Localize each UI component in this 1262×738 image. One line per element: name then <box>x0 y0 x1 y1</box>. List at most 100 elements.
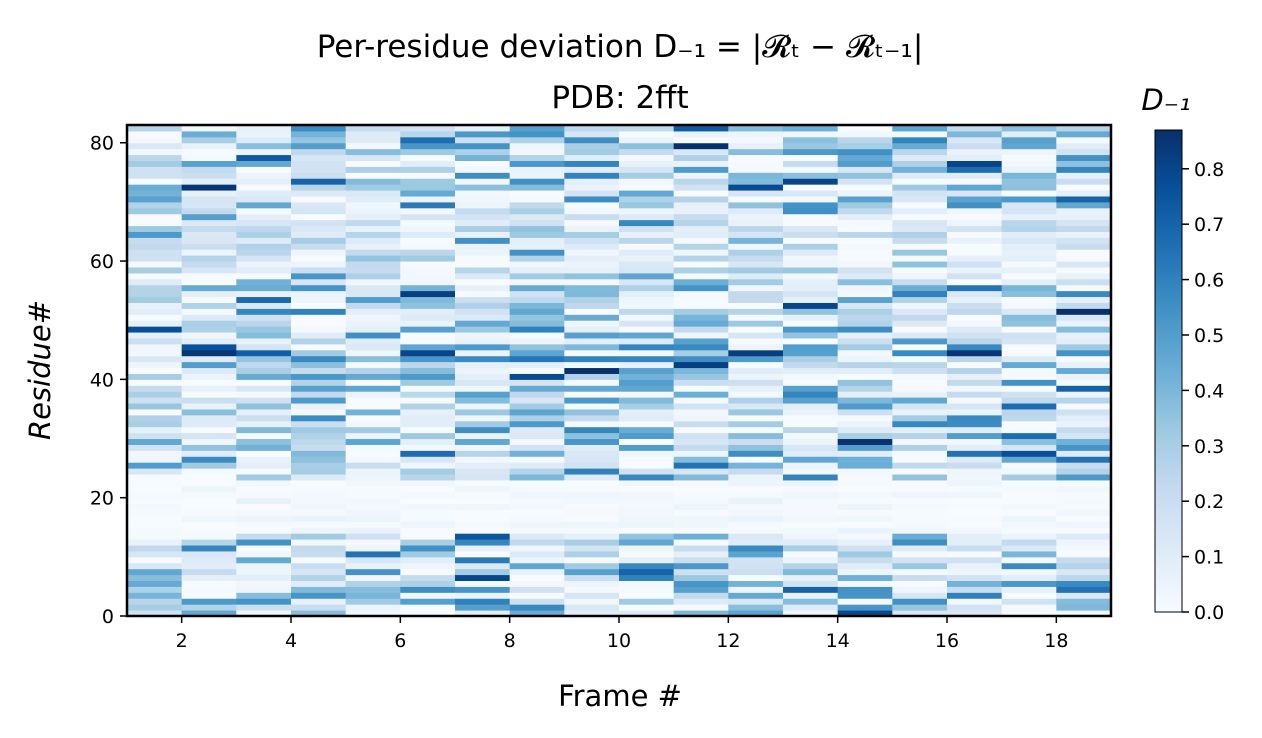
heatmap-cell <box>181 485 237 493</box>
y-tick-label: 80 <box>90 133 114 155</box>
heatmap-cell <box>564 562 620 570</box>
heatmap-cell <box>291 598 347 605</box>
heatmap-cell <box>783 184 839 191</box>
heatmap-cell <box>1056 195 1112 203</box>
heatmap-cell <box>783 586 839 593</box>
heatmap-cell <box>291 527 347 534</box>
heatmap-cell <box>564 438 620 445</box>
heatmap-cell <box>728 379 784 386</box>
heatmap-cell <box>564 332 620 339</box>
heatmap-cell <box>728 373 784 380</box>
heatmap-cell <box>783 219 839 227</box>
heatmap-cell <box>345 207 401 215</box>
heatmap-cell <box>564 545 620 552</box>
heatmap-cell <box>1001 255 1057 262</box>
heatmap-cell <box>947 272 1003 280</box>
heatmap-cell <box>509 556 565 564</box>
heatmap-cell <box>892 231 948 238</box>
heatmap-cell <box>837 509 893 516</box>
heatmap-cell <box>619 190 675 197</box>
heatmap-cell <box>1001 225 1057 232</box>
heatmap-cell <box>455 326 511 333</box>
heatmap-cell <box>127 550 183 558</box>
heatmap-cell <box>1056 154 1112 161</box>
heatmap-cell <box>783 320 839 327</box>
heatmap-cell <box>837 314 893 321</box>
heatmap-cell <box>837 142 893 150</box>
heatmap-cell <box>619 154 675 161</box>
heatmap-cell <box>455 503 511 511</box>
heatmap-cell <box>509 195 565 203</box>
heatmap-cell <box>564 314 620 321</box>
heatmap-cell <box>400 539 456 546</box>
heatmap-cell <box>127 438 183 445</box>
heatmap-cell <box>127 184 183 191</box>
heatmap-cell <box>181 326 237 333</box>
heatmap-cell <box>127 604 183 611</box>
x-tick-label: 12 <box>716 630 740 652</box>
heatmap-cell <box>783 361 839 369</box>
heatmap-cell <box>892 556 948 564</box>
heatmap-cell <box>947 154 1003 161</box>
heatmap-cell <box>236 497 292 505</box>
heatmap-cell <box>892 438 948 445</box>
heatmap-cell <box>892 343 948 351</box>
heatmap-cell <box>564 201 620 209</box>
heatmap-cell <box>291 213 347 221</box>
heatmap-cell <box>400 550 456 558</box>
heatmap-cell <box>127 148 183 156</box>
heatmap-cell <box>947 266 1003 274</box>
heatmap-cell <box>892 130 948 138</box>
heatmap-cell <box>127 296 183 303</box>
heatmap-cell <box>127 408 183 416</box>
heatmap-cell <box>673 337 729 345</box>
heatmap-cell <box>728 130 784 138</box>
heatmap-cell <box>181 592 237 599</box>
heatmap-cell <box>837 296 893 303</box>
heatmap-cell <box>236 172 292 179</box>
heatmap-cell <box>728 243 784 250</box>
heatmap-cell <box>236 290 292 298</box>
heatmap-cell <box>728 426 784 434</box>
heatmap-cell <box>947 172 1003 179</box>
heatmap-cell <box>345 379 401 386</box>
heatmap-cell <box>673 266 729 274</box>
heatmap-cell <box>181 284 237 292</box>
heatmap-cell <box>455 225 511 232</box>
x-tick-label: 8 <box>504 630 516 652</box>
heatmap-cell <box>291 284 347 292</box>
heatmap-cell <box>291 592 347 599</box>
heatmap-cell <box>455 373 511 380</box>
heatmap-cell <box>400 420 456 428</box>
heatmap-cell <box>673 604 729 611</box>
heatmap-cell <box>291 568 347 576</box>
heatmap-cell <box>564 207 620 215</box>
heatmap-cell <box>564 337 620 345</box>
heatmap-cell <box>892 243 948 250</box>
heatmap-cell <box>673 225 729 232</box>
heatmap-cell <box>783 373 839 380</box>
heatmap-cell <box>1056 456 1112 463</box>
heatmap-cell <box>947 332 1003 339</box>
heatmap-cell <box>1001 337 1057 345</box>
heatmap-cell <box>345 450 401 457</box>
heatmap-cell <box>1001 610 1057 617</box>
heatmap-cell <box>619 391 675 398</box>
heatmap-cell <box>181 379 237 386</box>
y-tick-label: 60 <box>90 251 114 273</box>
heatmap-cell <box>892 462 948 469</box>
heatmap-cell <box>236 219 292 227</box>
heatmap-cell <box>892 367 948 374</box>
heatmap-cell <box>619 539 675 546</box>
heatmap-cell <box>1001 521 1057 528</box>
heatmap-cell <box>455 231 511 238</box>
heatmap-cell <box>1056 237 1112 244</box>
heatmap-cell <box>728 545 784 552</box>
heatmap-cell <box>837 462 893 469</box>
heatmap-cell <box>892 272 948 280</box>
heatmap-cell <box>619 456 675 463</box>
heatmap-cell <box>1001 213 1057 221</box>
heatmap-cell <box>564 213 620 221</box>
heatmap-cell <box>127 586 183 593</box>
